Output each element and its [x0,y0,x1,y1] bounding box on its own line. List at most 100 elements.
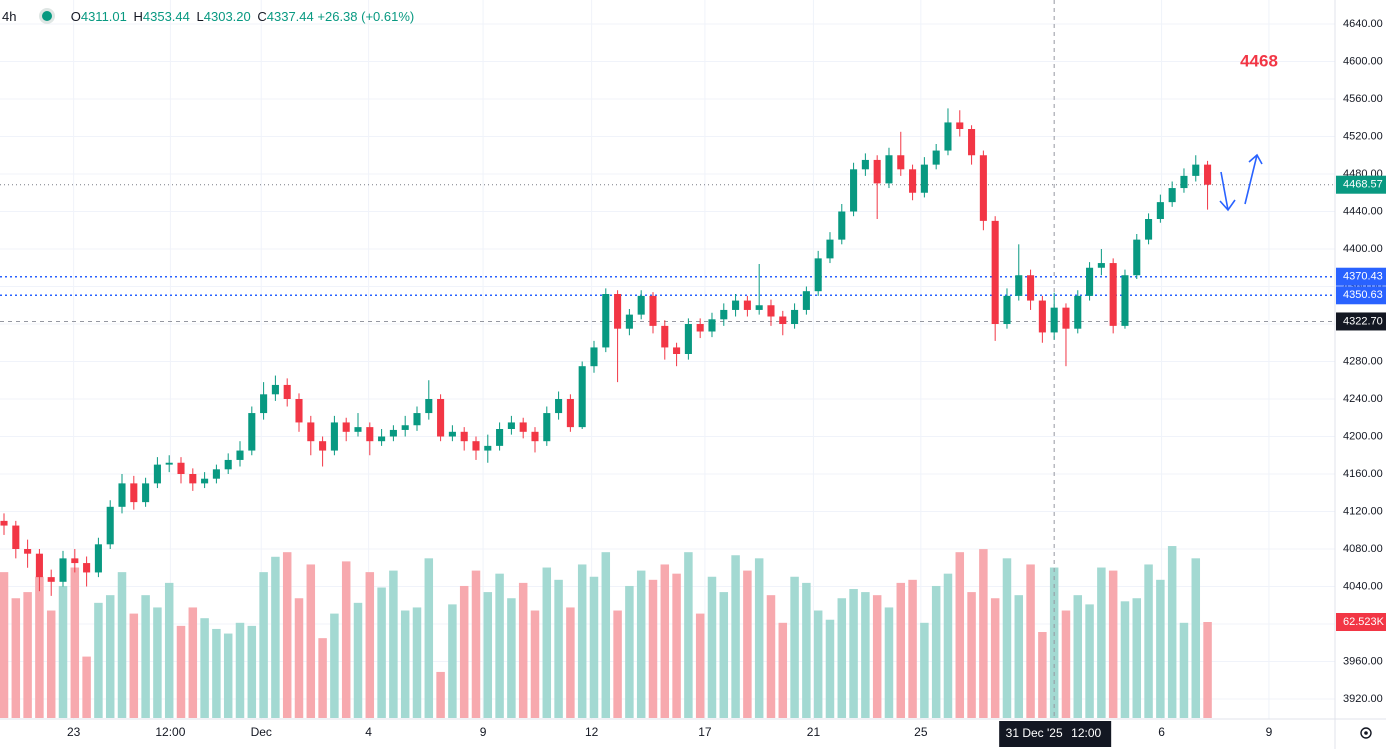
volume-bar [707,576,717,718]
candle-body [472,441,480,451]
volume-bar [35,576,44,718]
volume-bar [129,613,139,718]
volume-bar [1073,595,1083,718]
candle-body [35,553,43,578]
y-tick-label: 4400.00 [1343,243,1383,255]
volume-bar [1014,595,1024,718]
candle-body [555,399,563,414]
candle-body [625,314,633,329]
volume-bar [636,570,646,718]
volume-bar [11,598,21,718]
candle-body [897,155,905,170]
y-tick-label: 4080.00 [1343,543,1383,555]
candle-body [507,422,515,429]
volume-bar [1061,610,1071,718]
candle-body [637,295,645,315]
volume-bar [554,579,563,718]
y-tick-label: 4040.00 [1343,580,1383,592]
candle-body [260,394,268,414]
volume-bar [1179,622,1189,718]
x-tick-label: Dec [251,725,272,739]
volume-bar [507,598,516,718]
candle-body [283,384,291,399]
candle-body [271,384,279,395]
interval[interactable]: 4h [2,9,17,24]
candle-body [1003,295,1011,324]
candle-body [602,294,610,348]
crosshair-date: 31 Dec '25 [1006,726,1063,740]
candle-body [944,122,952,151]
candle-body [956,122,964,129]
volume-bar [813,610,823,718]
volume-bar [400,610,410,718]
crosshair-price-label-bg [1336,312,1386,331]
volume-bar [672,573,681,718]
candle-body [755,305,763,310]
volume-bar [389,570,398,718]
candle-body [1168,188,1176,203]
volume-bar [70,567,80,718]
candle-body [106,506,114,545]
volume-bar [94,602,103,718]
volume-bar [684,552,693,718]
volume-bar [861,592,870,718]
candle-body [319,441,327,451]
candle-body [201,478,209,484]
ohlc-value: 4353.44 [142,9,190,24]
candle-body [566,399,574,428]
volume-bar [117,572,127,718]
x-tick-label: 23 [67,725,81,739]
volume-bar [1203,622,1212,718]
ohlc-key: O [70,9,81,24]
settings-icon[interactable] [1360,727,1372,739]
volume-bar [648,579,658,718]
candle-body [767,305,775,317]
y-tick-label: 4200.00 [1343,430,1383,442]
candle-body [460,431,468,442]
volume-bar [766,595,776,718]
x-tick-label: 12 [585,725,599,739]
volume-bar [908,579,917,718]
candle-body [802,291,810,310]
candle-body [920,164,928,193]
candle-body [732,300,740,310]
volume-bar [1120,601,1130,718]
change: +26.38 (+0.61%) [317,9,415,24]
candle-body [531,431,539,442]
x-tick-label: 9 [1266,725,1273,739]
candle-body [413,413,421,426]
candle-body [1027,275,1035,301]
volume-bar [459,585,469,718]
candle-body [437,399,445,437]
candle-body [779,316,787,324]
volume-bar [601,552,611,718]
candle-body [649,295,657,326]
candle-body [212,469,220,479]
volume-bar [790,576,799,718]
candle-body [979,155,987,221]
candle-body [991,220,999,324]
price-line-label: 4350.63 [1343,289,1383,301]
y-tick-label: 4240.00 [1343,393,1383,405]
candle-body [0,520,8,526]
y-tick-label: 3960.00 [1343,655,1383,667]
candle-body [12,525,20,549]
candle-body [224,459,232,470]
volume-bar [1108,570,1118,718]
volume-bar [0,572,9,718]
volume-bar [695,613,705,718]
candle-body [814,258,822,292]
volume-bar [200,618,209,718]
volume-bar [223,633,233,718]
volume-bar [341,561,351,718]
volume-bar [23,592,32,718]
candle-body [189,474,197,484]
arrow-down [1219,171,1236,212]
candle-body [1180,175,1188,189]
volume-label: 62.523K [1343,616,1385,628]
current-price-label: 4468.57 [1343,179,1383,191]
volume-bar [884,607,894,718]
candle-body [366,427,374,442]
